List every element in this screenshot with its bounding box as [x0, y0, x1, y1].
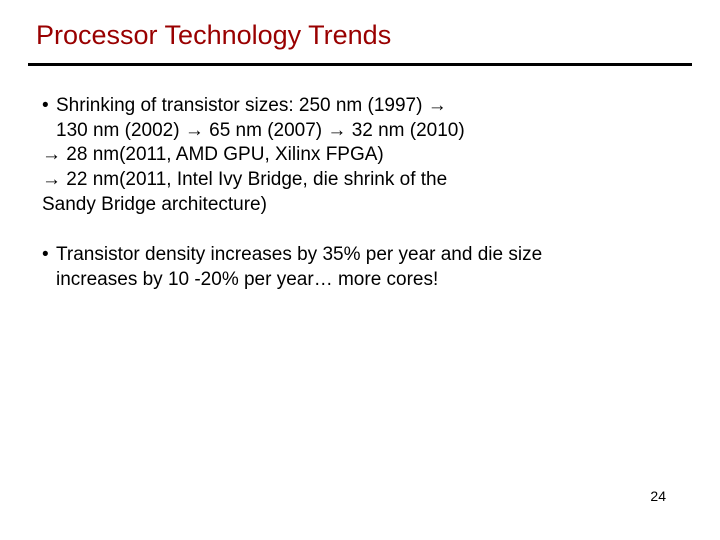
b1-line1-pre: Shrinking of transistor sizes: 250 nm (1… [56, 95, 428, 116]
b1-line4: → 22 nm(2011, Intel Ivy Bridge, die shri… [42, 168, 692, 193]
slide-title: Processor Technology Trends [36, 20, 692, 51]
bullet-2: • Transistor density increases by 35% pe… [42, 243, 692, 268]
arrow-icon: → [428, 95, 447, 116]
bullet-marker: • [42, 94, 56, 119]
bullet-1: • Shrinking of transistor sizes: 250 nm … [42, 94, 692, 119]
title-rule [28, 63, 692, 66]
b1-line5: Sandy Bridge architecture) [42, 193, 692, 218]
paragraph-gap [42, 217, 692, 243]
slide: Processor Technology Trends • Shrinking … [0, 0, 720, 540]
b2-line2: increases by 10 -20% per year… more core… [42, 268, 692, 293]
bullet-1-text: Shrinking of transistor sizes: 250 nm (1… [56, 94, 447, 119]
page-number: 24 [650, 488, 666, 504]
slide-body: • Shrinking of transistor sizes: 250 nm … [28, 94, 692, 293]
b1-line2: 130 nm (2002) → 65 nm (2007) → 32 nm (20… [42, 119, 692, 144]
bullet-marker: • [42, 243, 56, 268]
b2-line1: Transistor density increases by 35% per … [56, 243, 542, 268]
b1-line3: → 28 nm(2011, AMD GPU, Xilinx FPGA) [42, 143, 692, 168]
